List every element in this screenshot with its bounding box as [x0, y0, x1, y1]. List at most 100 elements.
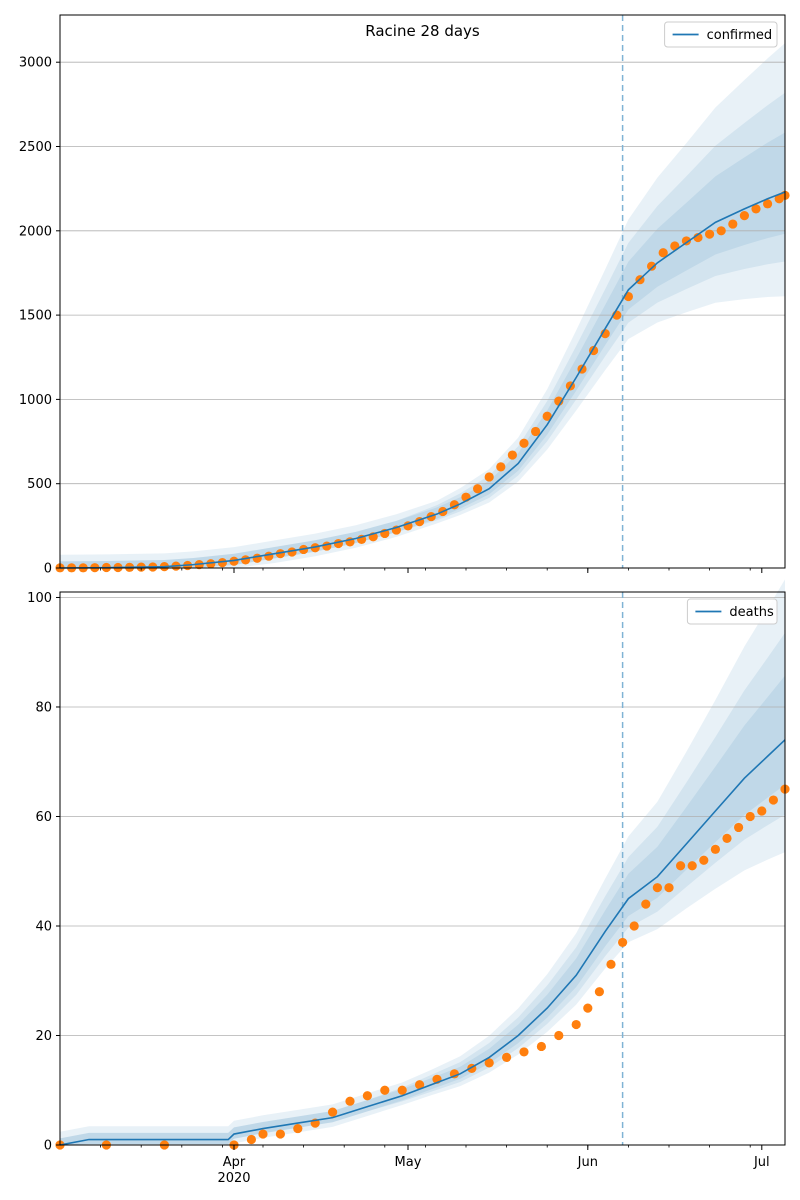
gridlines-group	[60, 597, 785, 1036]
observed-point	[380, 1085, 390, 1095]
observed-point	[322, 541, 332, 551]
y-tick-label: 100	[27, 591, 52, 606]
observed-point	[519, 438, 529, 448]
observed-point	[728, 219, 738, 229]
observed-point	[293, 1123, 303, 1134]
observed-point	[658, 248, 668, 258]
y-tick-label: 2500	[19, 140, 52, 155]
x-ticks-group	[100, 568, 763, 573]
observed-points-group	[55, 784, 790, 1150]
observed-point	[699, 855, 709, 865]
deaths-line	[59, 739, 786, 1146]
observed-point	[757, 806, 767, 816]
observed-point	[473, 484, 483, 494]
uncertainty-band-1	[60, 579, 785, 1145]
x-tick-label: Jun	[577, 1155, 598, 1170]
observed-point	[710, 844, 721, 854]
observed-point	[275, 549, 285, 559]
y-tick-label: 40	[35, 919, 52, 934]
observed-point	[484, 472, 494, 482]
y-tick-label: 3000	[19, 56, 52, 71]
observed-point	[606, 959, 616, 969]
observed-point	[328, 1107, 338, 1117]
y-tick-label: 0	[44, 1139, 52, 1154]
observed-point	[571, 1019, 581, 1030]
y-tick-label: 2000	[19, 224, 52, 239]
observed-point	[554, 1030, 564, 1041]
y-tick-label: 0	[44, 562, 52, 577]
observed-point	[536, 1041, 547, 1052]
observed-point	[258, 1129, 268, 1139]
observed-point	[217, 558, 227, 568]
uncertainty-band-1	[60, 43, 785, 568]
observed-point	[362, 1091, 372, 1101]
observed-point	[664, 883, 674, 893]
x-tick-label: Apr	[223, 1155, 246, 1170]
plot-frame	[59, 591, 786, 1146]
observed-point	[519, 1047, 529, 1057]
observed-point	[681, 236, 692, 246]
legend-box	[686, 598, 778, 625]
observed-point	[502, 1052, 512, 1062]
observed-point	[716, 226, 726, 236]
observed-point	[206, 559, 216, 569]
observed-point	[229, 556, 239, 566]
y-tick-label: 80	[35, 700, 52, 715]
y-tick-label: 1000	[19, 393, 52, 408]
observed-point	[542, 411, 552, 421]
y-tick-label: 500	[27, 477, 52, 492]
legend: confirmed	[664, 21, 778, 48]
bands-group	[60, 43, 785, 568]
legend-label: confirmed	[707, 28, 773, 43]
chart-title: Racine 28 days	[365, 22, 480, 40]
observed-point	[722, 833, 732, 843]
observed-point	[531, 426, 541, 437]
observed-point	[241, 555, 251, 565]
observed-point	[652, 883, 663, 893]
observed-point	[583, 1003, 593, 1013]
x-tick-year-label: 2020	[217, 1171, 250, 1186]
y-tick-label: 1500	[19, 309, 52, 324]
gridlines-group	[60, 61, 785, 485]
observed-point	[397, 1085, 407, 1095]
legend-label: deaths	[729, 605, 774, 620]
observed-point	[768, 795, 779, 805]
y-tick-label: 60	[35, 810, 52, 825]
y-ticks-group: 0 500 1000 1500 2000 2500 3000	[19, 56, 60, 577]
observed-point	[252, 553, 262, 563]
x-tick-label: Jul	[753, 1155, 770, 1170]
legend-box	[664, 21, 778, 48]
observed-point	[629, 921, 639, 931]
observed-point	[676, 861, 686, 871]
observed-point	[484, 1058, 494, 1068]
y-ticks-group: 0 20 40 60 80 100	[27, 591, 60, 1154]
observed-point	[641, 899, 651, 909]
observed-point	[345, 1096, 355, 1106]
observed-point	[751, 204, 761, 214]
observed-point	[734, 822, 744, 833]
observed-point	[739, 211, 750, 221]
observed-point	[687, 861, 697, 871]
observed-point	[310, 543, 320, 553]
uncertainty-band-2	[60, 632, 785, 1145]
observed-point	[618, 937, 628, 948]
observed-point	[507, 450, 517, 460]
observed-point	[415, 1080, 425, 1090]
observed-point	[705, 229, 715, 239]
observed-point	[594, 987, 605, 997]
observed-point	[264, 551, 274, 561]
observed-point	[275, 1129, 285, 1139]
observed-point	[496, 462, 506, 472]
observed-point	[647, 261, 657, 271]
confirmed-line	[59, 191, 786, 569]
observed-point	[246, 1134, 256, 1145]
y-tick-label: 20	[35, 1029, 52, 1044]
observed-point	[745, 811, 755, 822]
x-tick-label: May	[395, 1155, 422, 1170]
plot-frame	[59, 14, 786, 569]
legend: deaths	[686, 598, 778, 625]
